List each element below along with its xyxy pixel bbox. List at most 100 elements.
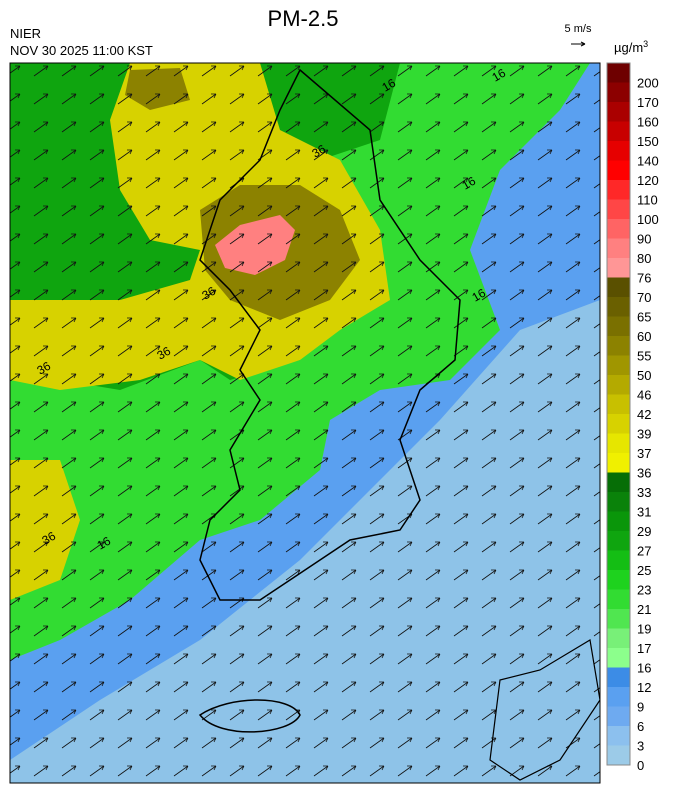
colorbar-segment (607, 745, 630, 765)
colorbar-label: 150 (637, 134, 659, 149)
colorbar-label: 31 (637, 505, 651, 520)
colorbar-segment (607, 82, 630, 102)
colorbar-segment (607, 355, 630, 375)
colorbar-segment (607, 453, 630, 473)
coastline (199, 68, 461, 601)
contour-labels: 16 16 16 16 36 36 36 36 36 16 (35, 66, 509, 553)
colorbar-label: 17 (637, 641, 651, 656)
map: 16 16 16 16 36 36 36 36 36 16 (10, 63, 600, 783)
colorbar-label: 70 (637, 290, 651, 305)
colorbar-segment (607, 316, 630, 336)
colorbar-label: 3 (637, 739, 644, 754)
colorbar-segment (607, 219, 630, 239)
colorbar-segment (607, 394, 630, 414)
island (198, 699, 301, 733)
colorbar-segment (607, 511, 630, 531)
unit-exp: 3 (643, 39, 648, 49)
colorbar-label: 36 (637, 466, 651, 481)
colorbar-segment (607, 277, 630, 297)
colorbar-label: 0 (637, 758, 644, 773)
colorbar-segment (607, 472, 630, 492)
colorbar-label: 76 (637, 271, 651, 286)
colorbar-segment (607, 648, 630, 668)
colorbar-segment (607, 297, 630, 317)
colorbar-segment (607, 336, 630, 356)
colorbar-segment (607, 531, 630, 551)
wind-arrows (10, 63, 600, 783)
colorbar-segment (607, 180, 630, 200)
colorbar-label: 65 (637, 310, 651, 325)
colorbar: 0369121617192123252729313336373942465055… (606, 62, 659, 773)
coastline-east (489, 639, 600, 781)
colorbar-label: 12 (637, 680, 651, 695)
colorbar-label: 27 (637, 544, 651, 559)
contour-label: 16 (95, 534, 114, 553)
colorbar-label: 46 (637, 388, 651, 403)
unit: µg/m (614, 40, 643, 55)
contour-label: 16 (380, 76, 399, 95)
colorbar-segment (607, 550, 630, 570)
colorbar-label: 80 (637, 251, 651, 266)
colorbar-segment (607, 141, 630, 161)
colorbar-segment (607, 687, 630, 707)
contour-label: 36 (310, 142, 329, 161)
colorbar-segment (607, 726, 630, 746)
colorbar-segment (607, 433, 630, 453)
colorbar-label: 60 (637, 329, 651, 344)
colorbar-label: 9 (637, 700, 644, 715)
colorbar-segment (607, 667, 630, 687)
contour-label: 36 (155, 344, 174, 363)
colorbar-label: 110 (637, 193, 658, 208)
contour-label: 36 (40, 529, 59, 548)
colorbar-label: 90 (637, 232, 651, 247)
colorbar-label: 39 (637, 427, 651, 442)
colorbar-label: 170 (637, 95, 659, 110)
colorbar-label: 25 (637, 563, 651, 578)
colorbar-label: 100 (637, 212, 659, 227)
contour-label: 16 (460, 174, 479, 193)
contour-label: 36 (200, 284, 219, 303)
colorbar-frame (606, 62, 631, 766)
map-frame (9, 62, 601, 784)
timestamp: NOV 30 2025 11:00 KST (10, 43, 153, 58)
colorbar-label: 42 (637, 407, 651, 422)
contour-label: 16 (490, 66, 509, 85)
colorbar-segment (607, 375, 630, 395)
colorbar-label: 50 (637, 368, 651, 383)
colorbar-label: 140 (637, 154, 659, 169)
colorbar-segment (607, 628, 630, 648)
wind-scale: 5 m/s (565, 23, 592, 35)
title: PM-2.5 (268, 6, 339, 31)
colorbar-label: 6 (637, 719, 644, 734)
contour-label: 16 (470, 286, 489, 305)
colorbar-segment (607, 102, 630, 122)
colorbar-label: 55 (637, 349, 651, 364)
colorbar-segment (607, 199, 630, 219)
colorbar-segment (607, 63, 630, 83)
source: NIER (10, 26, 41, 41)
colorbar-segment (607, 492, 630, 512)
colorbar-label: 120 (637, 173, 659, 188)
colorbar-unit: µg/m3 (614, 39, 648, 55)
colorbar-segment (607, 238, 630, 258)
colorbar-label: 160 (637, 115, 659, 130)
colorbar-segment (607, 706, 630, 726)
colorbar-segment (607, 258, 630, 278)
colorbar-label: 200 (637, 76, 659, 91)
colorbar-segment (607, 160, 630, 180)
colorbar-segment (607, 121, 630, 141)
colorbar-label: 21 (637, 602, 651, 617)
colorbar-segment (607, 414, 630, 434)
colorbar-label: 29 (637, 524, 651, 539)
contour-label: 36 (35, 359, 54, 378)
colorbar-label: 33 (637, 485, 651, 500)
colorbar-segment (607, 609, 630, 629)
colorbar-label: 16 (637, 661, 651, 676)
colorbar-segment (607, 589, 630, 609)
wind-scale-arrow (571, 41, 586, 47)
colorbar-label: 23 (637, 583, 651, 598)
colorbar-label: 37 (637, 446, 651, 461)
colorbar-label: 19 (637, 622, 651, 637)
colorbar-segment (607, 570, 630, 590)
